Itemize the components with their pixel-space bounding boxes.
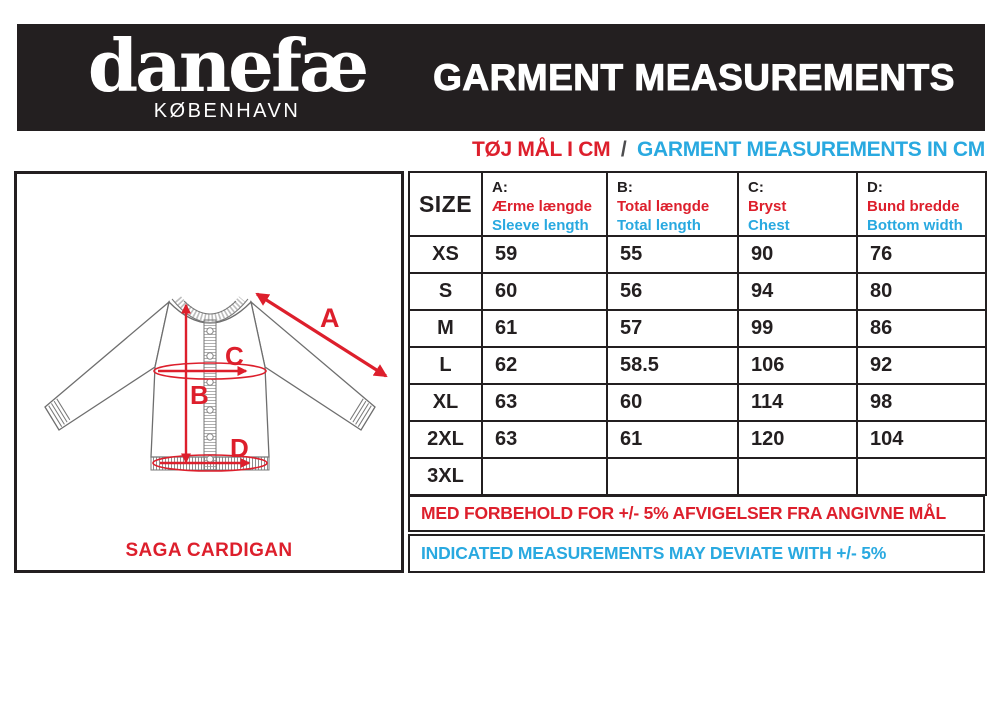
size-cell: XL — [408, 383, 483, 422]
product-name: SAGA CARDIGAN — [125, 540, 293, 561]
measure-cell-d: 76 — [856, 235, 987, 274]
measure-cell-b: 57 — [606, 309, 739, 348]
column-letter: A: — [492, 179, 508, 196]
measure-label-c: C — [225, 341, 244, 371]
measure-cell-c: 114 — [737, 383, 858, 422]
subtitle-english: GARMENT MEASUREMENTS IN CM — [636, 138, 985, 161]
table-row-xl: XL 63 60 114 98 — [408, 383, 987, 422]
cardigan-illustration: A B C D — [44, 292, 388, 472]
column-english: Bottom width — [867, 217, 963, 234]
column-english: Chest — [748, 217, 790, 234]
tolerance-note-english: INDICATED MEASUREMENTS MAY DEVIATE WITH … — [408, 534, 985, 573]
measure-label-a: A — [320, 303, 340, 333]
table-row-xs: XS 59 55 90 76 — [408, 235, 987, 274]
measurement-arrows: A B C D — [152, 292, 388, 472]
danefae-logo-text: danefæ — [87, 23, 369, 108]
size-cell: S — [408, 272, 483, 311]
left-sleeve — [44, 300, 171, 431]
column-english: Sleeve length — [492, 217, 589, 234]
measure-cell-b — [606, 457, 739, 496]
logo-city-text: KØBENHAVN — [153, 100, 301, 122]
brand-logo: danefæ KØBENHAVN — [77, 24, 377, 131]
column-letter: D: — [867, 179, 883, 196]
brand-header: danefæ KØBENHAVN GARMENT MEASUREMENTS — [17, 24, 985, 131]
measure-cell-d: 86 — [856, 309, 987, 348]
column-danish: Bryst — [748, 198, 787, 215]
illustration-panel: A B C D SAGA CARDIGAN — [14, 171, 404, 573]
measure-cell-a: 63 — [481, 383, 608, 422]
left-cuff-rib — [48, 398, 71, 427]
measure-cell-d: 92 — [856, 346, 987, 385]
buttons — [206, 327, 214, 463]
table-row-2xl: 2XL 63 61 120 104 — [408, 420, 987, 459]
column-letter: B: — [617, 179, 633, 196]
measure-cell-b: 55 — [606, 235, 739, 274]
header-row: SIZE A: Ærme længde Sleeve length B: Tot… — [408, 171, 987, 237]
chest-ellipse — [153, 362, 267, 380]
measure-cell-c: 120 — [737, 420, 858, 459]
measure-cell-c: 90 — [737, 235, 858, 274]
hem-ellipse — [152, 454, 268, 472]
measure-cell-a: 63 — [481, 420, 608, 459]
column-header-c: C: Bryst Chest — [737, 171, 858, 237]
measure-cell-a — [481, 457, 608, 496]
size-cell: 3XL — [408, 457, 483, 496]
column-english: Total length — [617, 217, 701, 234]
table-row-m: M 61 57 99 86 — [408, 309, 987, 348]
subtitle: TØJ MÅL I CM / GARMENT MEASUREMENTS IN C… — [408, 138, 985, 164]
measure-cell-b: 56 — [606, 272, 739, 311]
measure-cell-c — [737, 457, 858, 496]
measure-cell-d: 104 — [856, 420, 987, 459]
right-sleeve — [249, 300, 376, 431]
measure-cell-a: 60 — [481, 272, 608, 311]
measure-cell-b: 58.5 — [606, 346, 739, 385]
size-cell: XS — [408, 235, 483, 274]
column-header-a: A: Ærme længde Sleeve length — [481, 171, 608, 237]
measure-cell-b: 61 — [606, 420, 739, 459]
size-cell: 2XL — [408, 420, 483, 459]
measure-cell-c: 106 — [737, 346, 858, 385]
measure-cell-a: 59 — [481, 235, 608, 274]
size-chart-table: SIZE A: Ærme længde Sleeve length B: Tot… — [408, 171, 987, 496]
measure-label-b: B — [190, 380, 209, 410]
measure-cell-c: 94 — [737, 272, 858, 311]
table-row-3xl: 3XL — [408, 457, 987, 496]
column-danish: Bund bredde — [867, 198, 960, 215]
measure-cell-c: 99 — [737, 309, 858, 348]
size-cell: M — [408, 309, 483, 348]
column-header-d: D: Bund bredde Bottom width — [856, 171, 987, 237]
subtitle-separator: / — [620, 138, 627, 161]
measure-arrow-a — [255, 292, 388, 378]
measure-cell-b: 60 — [606, 383, 739, 422]
column-letter: C: — [748, 179, 764, 196]
measure-label-d: D — [230, 433, 249, 463]
measure-cell-a: 61 — [481, 309, 608, 348]
page-title: GARMENT MEASUREMENTS — [433, 56, 955, 98]
subtitle-danish: TØJ MÅL I CM — [471, 138, 611, 161]
right-cuff-rib — [349, 398, 372, 427]
size-cell: L — [408, 346, 483, 385]
measure-cell-a: 62 — [481, 346, 608, 385]
size-column-header: SIZE — [408, 171, 483, 237]
measure-cell-d: 80 — [856, 272, 987, 311]
table-row-s: S 60 56 94 80 — [408, 272, 987, 311]
measure-cell-d — [856, 457, 987, 496]
table-row-l: L 62 58.5 106 92 — [408, 346, 987, 385]
column-header-b: B: Total længde Total length — [606, 171, 739, 237]
column-danish: Total længde — [617, 198, 710, 215]
tolerance-note-danish: MED FORBEHOLD FOR +/- 5% AFVIGELSER FRA … — [408, 495, 985, 532]
column-danish: Ærme længde — [492, 198, 593, 215]
measure-cell-d: 98 — [856, 383, 987, 422]
